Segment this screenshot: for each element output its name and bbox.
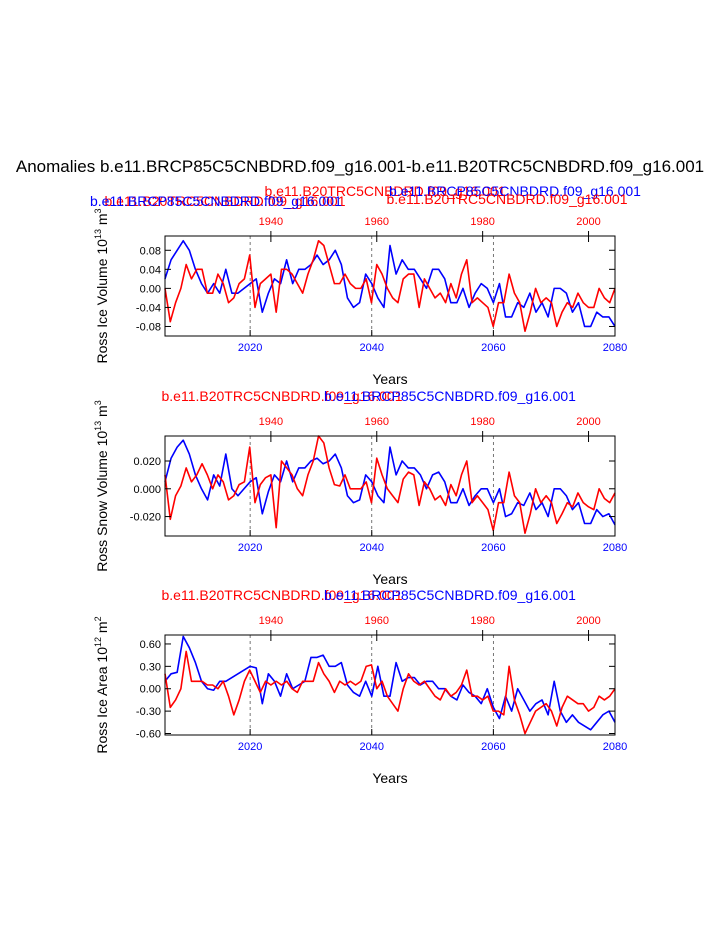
x-axis-label: Years — [372, 371, 407, 387]
y-tick-label: 0.020 — [133, 456, 161, 468]
x-tick-label-top: 1960 — [365, 216, 389, 228]
x-tick-label-top: 1980 — [470, 216, 494, 228]
series-line-future — [164, 439, 616, 526]
top-title-historical: b.e11.B20TRC5CNBDRD.f09_g16.001 — [162, 388, 403, 404]
top-title-future: b.e11.BRCP85C5CNBDRD.f09_g16.001 — [324, 388, 576, 404]
x-tick-label-bottom: 2080 — [603, 542, 627, 554]
y-axis-label: Ross Ice Volume 1013 m3 — [93, 208, 110, 363]
y-axis-label-part: 12 — [93, 637, 103, 647]
plot-frame — [164, 235, 616, 337]
y-axis-label-part: 13 — [93, 229, 103, 239]
y-tick-label: -0.30 — [136, 706, 161, 718]
y-tick-label: 0.60 — [140, 639, 161, 651]
x-tick-label-bottom: 2080 — [603, 741, 627, 753]
series-line-historical — [164, 239, 616, 333]
series-line-future — [164, 239, 616, 328]
x-tick-label-bottom: 2080 — [603, 342, 627, 354]
x-tick-label-bottom: 2060 — [481, 342, 505, 354]
page-title: Anomalies b.e11.BRCP85C5CNBDRD.f09_g16.0… — [16, 157, 704, 176]
y-axis-label-part: 3 — [93, 400, 103, 405]
chart-panel-snow-volume: -0.020 0.000 0.020 2020 2040 2060 2080 1940 1960… — [93, 388, 627, 587]
x-tick-label-top: 2000 — [576, 615, 600, 627]
x-tick-label-top: 1960 — [365, 416, 389, 428]
y-tick-label: -0.08 — [136, 321, 161, 333]
y-axis-label-part: 2 — [93, 616, 103, 621]
chart-panel-ice-volume: -0.08 -0.04 0.00 0.04 0.08 2020 2040 2060 2080 19… — [90, 183, 641, 387]
x-tick-label-top: 1980 — [470, 416, 494, 428]
y-axis-label-part: m — [94, 405, 110, 421]
top-title-historical-center: b.e11.B20TRC5CNBDRD.f09_g16.001 — [105, 193, 346, 209]
series-line-future — [164, 635, 616, 731]
x-axis-label: Years — [372, 770, 407, 786]
top-title-future: b.e11.BRCP85C5CNBDRD.f09_g16.001 — [324, 587, 576, 603]
y-axis-label-part: 13 — [93, 421, 103, 431]
x-tick-label-top: 2000 — [576, 416, 600, 428]
x-tick-label-top: 1960 — [365, 615, 389, 627]
y-axis-label-part: Ross Ice Volume 10 — [94, 239, 110, 364]
y-tick-label: 0.000 — [133, 484, 161, 496]
y-axis-label-part: Ross Snow Volume 10 — [94, 431, 110, 572]
top-title-historical-right: b.e11.B20TRC5CNBDRD.f09_g16.001 — [387, 191, 628, 207]
y-tick-label: 0.30 — [140, 661, 161, 673]
x-tick-label-bottom: 2040 — [360, 342, 384, 354]
y-axis-label: Ross Ice Area 1012 m2 — [93, 616, 110, 753]
chart-panels: -0.08 -0.04 0.00 0.04 0.08 2020 2040 2060 2080 19… — [90, 183, 641, 786]
plot-frame — [164, 435, 616, 537]
y-axis-label-part: Ross Ice Area 10 — [94, 647, 110, 754]
x-tick-label-bottom: 2020 — [238, 342, 262, 354]
y-axis-label-part: m — [94, 621, 110, 637]
y-tick-label: -0.020 — [130, 512, 161, 524]
y-tick-label: 0.04 — [140, 264, 161, 276]
top-title-future-overlap: b.e11.BRCP85C5CNBDRD.f09_g16.001 — [389, 183, 641, 199]
x-tick-label-top: 1940 — [259, 615, 283, 627]
y-tick-label: 0.08 — [140, 245, 161, 257]
series-line-historical — [164, 435, 616, 535]
y-axis-label: Ross Snow Volume 1013 m3 — [93, 400, 110, 571]
x-tick-label-top: 1940 — [259, 416, 283, 428]
x-tick-label-top: 2000 — [576, 216, 600, 228]
x-tick-label-bottom: 2060 — [481, 542, 505, 554]
x-tick-label-bottom: 2040 — [360, 542, 384, 554]
x-tick-label-bottom: 2020 — [238, 741, 262, 753]
x-tick-label-bottom: 2040 — [360, 741, 384, 753]
chart-panel-ice-area: -0.60 -0.30 0.00 0.30 0.60 2020 2040 2060 2080 19… — [93, 587, 627, 786]
x-tick-label-top: 1940 — [259, 216, 283, 228]
x-tick-label-bottom: 2020 — [238, 542, 262, 554]
top-title-historical-overlap: b.e11.B20TRC5CNBDRD.f09_g16.001 — [265, 183, 506, 199]
plot-frame — [164, 634, 616, 736]
y-tick-label: -0.04 — [136, 302, 161, 314]
y-tick-label: 0.00 — [140, 283, 161, 295]
x-tick-label-top: 1980 — [470, 615, 494, 627]
y-axis-label-part: 3 — [93, 208, 103, 213]
x-axis-label: Years — [372, 571, 407, 587]
y-tick-label: 0.00 — [140, 684, 161, 696]
top-title-historical: b.e11.B20TRC5CNBDRD.f09_g16.001 — [162, 587, 403, 603]
y-axis-label-part: m — [94, 213, 110, 229]
series-line-historical — [164, 650, 616, 735]
top-title-future-left: b.e11.BRCP85C5CNBDRD.f09_g16.001 — [90, 193, 342, 209]
x-tick-label-bottom: 2060 — [481, 741, 505, 753]
y-tick-label: -0.60 — [136, 729, 161, 741]
